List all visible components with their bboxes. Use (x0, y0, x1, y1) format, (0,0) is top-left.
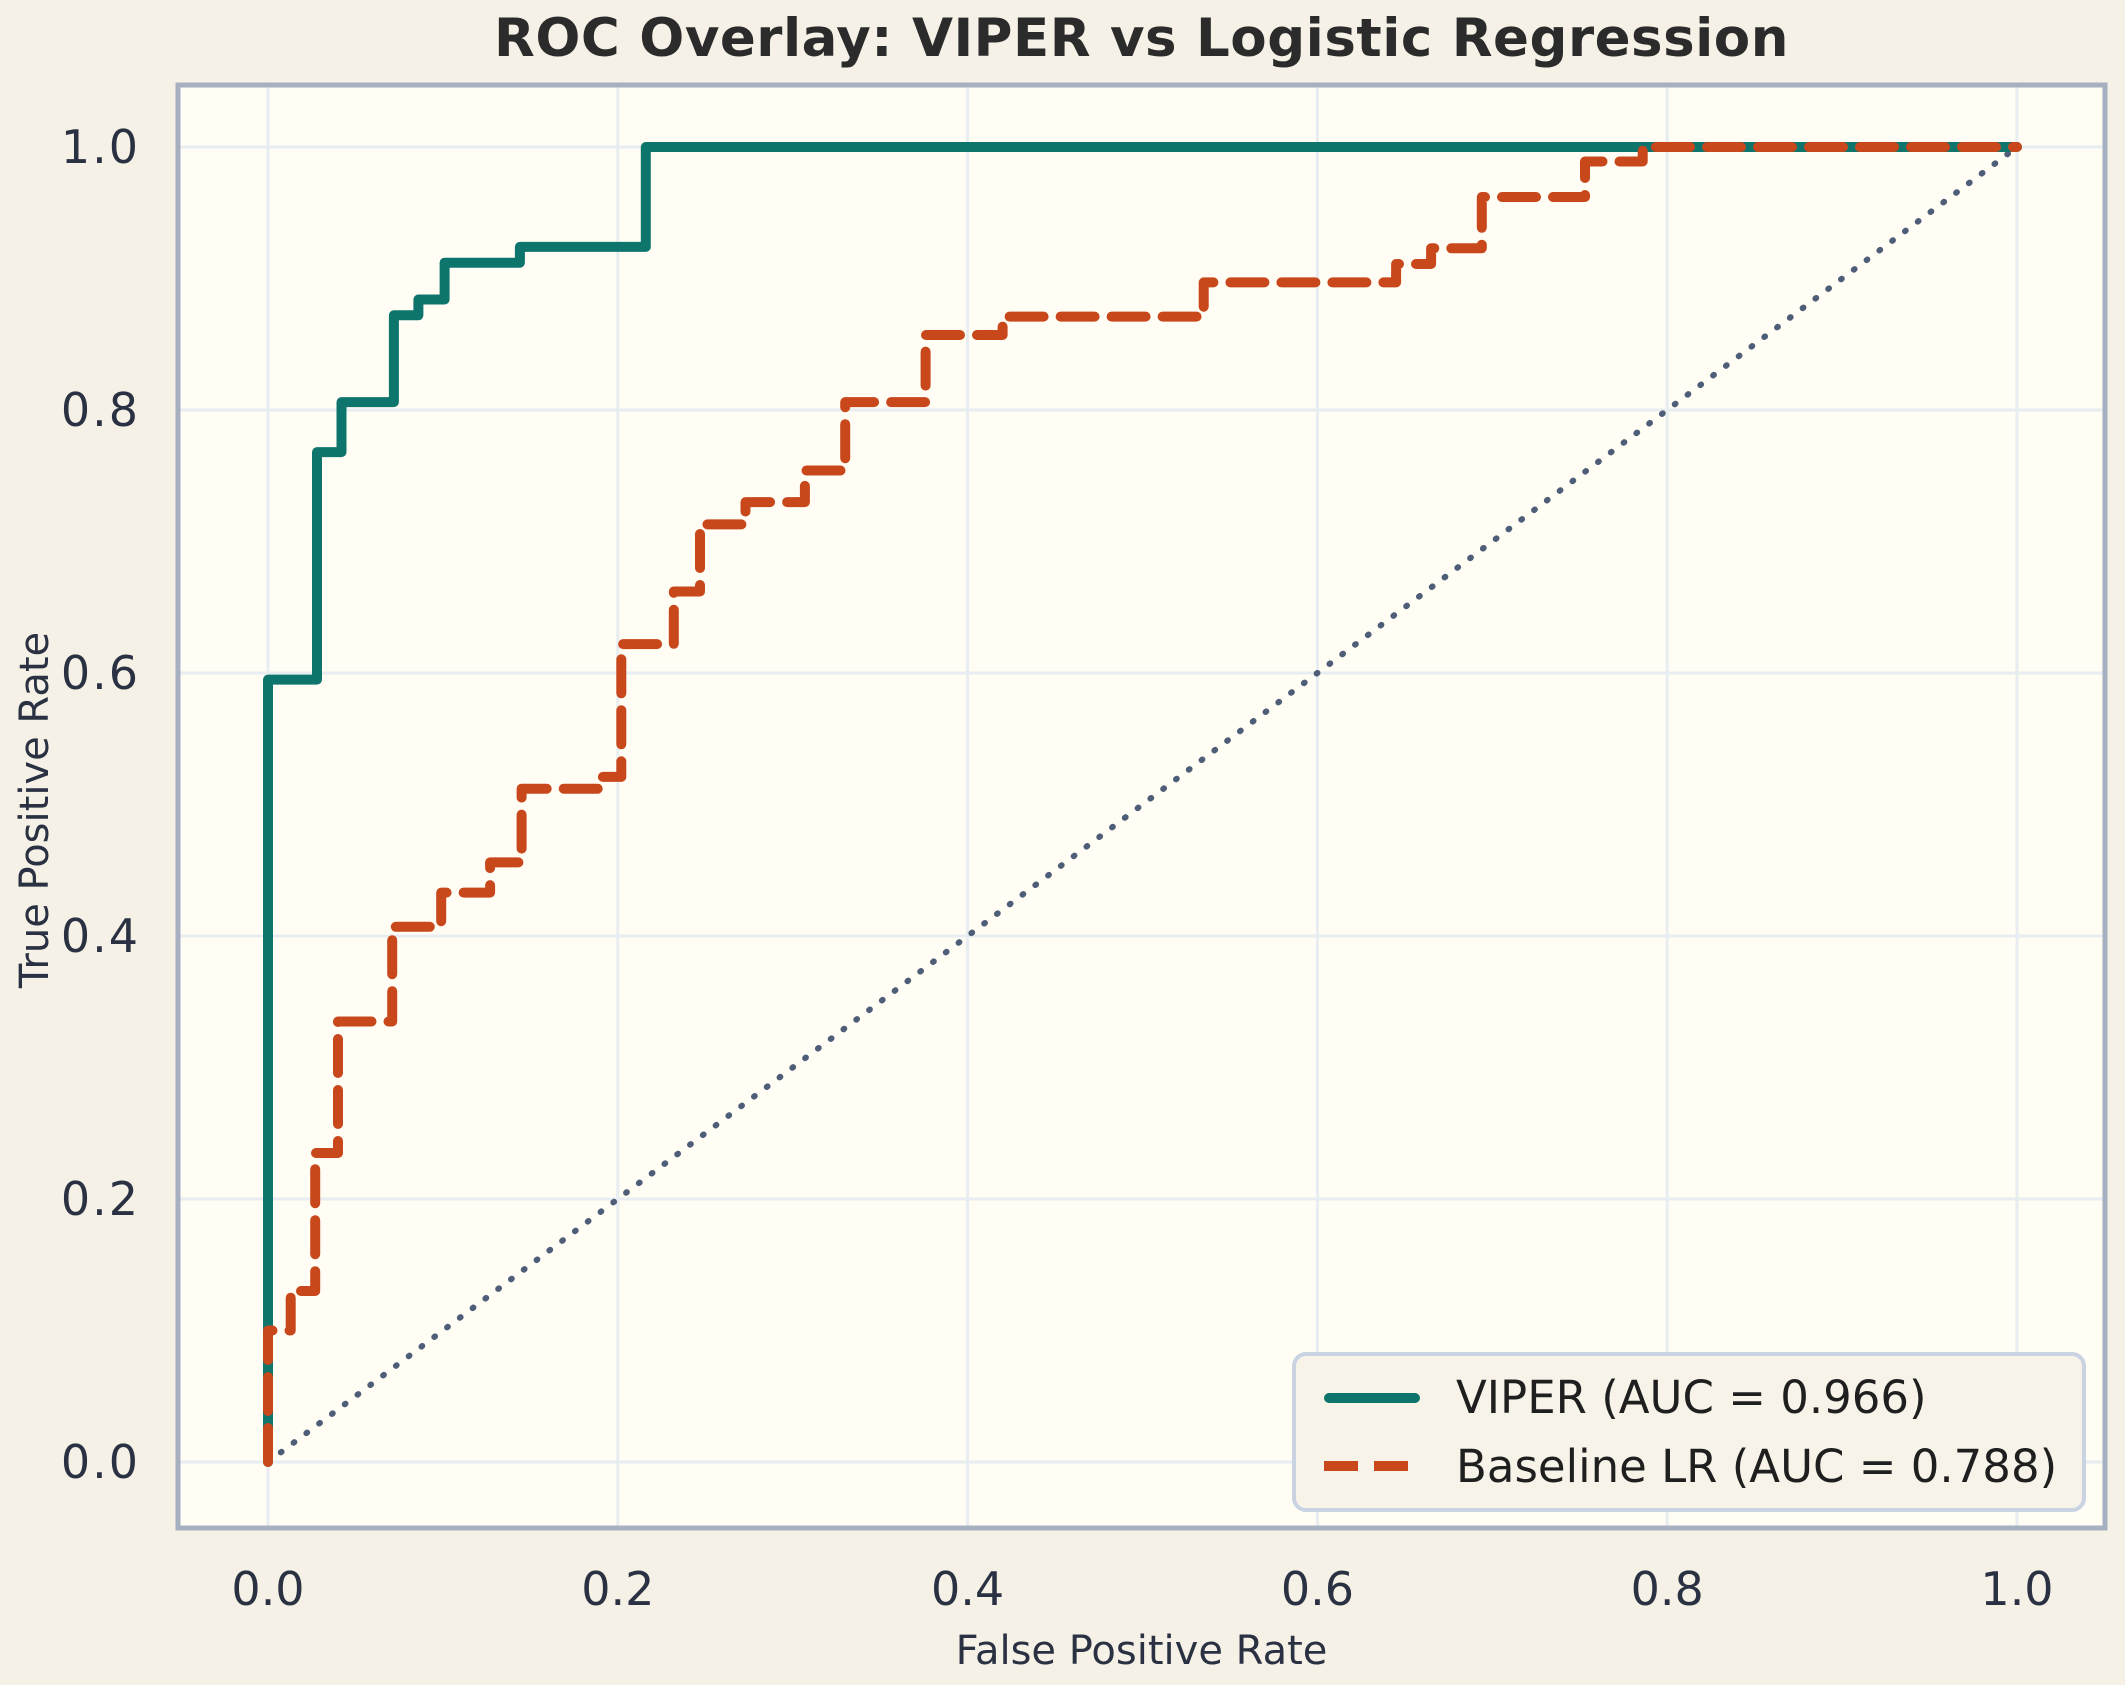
x-axis-title: False Positive Rate (955, 1628, 1328, 1674)
viper-line-swatch (1324, 1392, 1420, 1403)
x-tick-label: 1.0 (1980, 1562, 2054, 1616)
x-tick-label: 0.2 (581, 1562, 655, 1616)
legend-label-baseline: Baseline LR (AUC = 0.788) (1456, 1439, 2058, 1493)
axes-spines (175, 82, 2108, 1531)
y-tick-label: 0.2 (60, 1172, 140, 1226)
y-tick-label: 0.8 (60, 383, 140, 437)
chance-diagonal-line (265, 144, 2020, 1465)
y-axis-title: True Positive Rate (12, 631, 58, 989)
chart-title: ROC Overlay: VIPER vs Logistic Regressio… (494, 8, 1789, 69)
y-tick-label: 0.4 (60, 909, 140, 963)
x-tick-label: 0.8 (1630, 1562, 1704, 1616)
x-tick-label: 0.6 (1280, 1562, 1354, 1616)
legend-label-viper: VIPER (AUC = 0.966) (1456, 1371, 1927, 1425)
y-tick-label: 0.0 (60, 1435, 140, 1489)
viper-roc-curve (263, 142, 2022, 1467)
legend-item-viper: VIPER (AUC = 0.966) (1296, 1371, 2082, 1424)
x-tick-label: 0.4 (931, 1562, 1005, 1616)
legend-box: VIPER (AUC = 0.966) Baseline LR (AUC = 0… (1292, 1352, 2086, 1512)
x-tick-label: 0.0 (231, 1562, 305, 1616)
baseline-line-swatch (1324, 1461, 1420, 1472)
legend-item-baseline: Baseline LR (AUC = 0.788) (1296, 1440, 2082, 1493)
baseline-roc-curve (263, 142, 2022, 1467)
y-tick-label: 0.6 (60, 646, 140, 700)
y-tick-label: 1.0 (60, 120, 140, 174)
